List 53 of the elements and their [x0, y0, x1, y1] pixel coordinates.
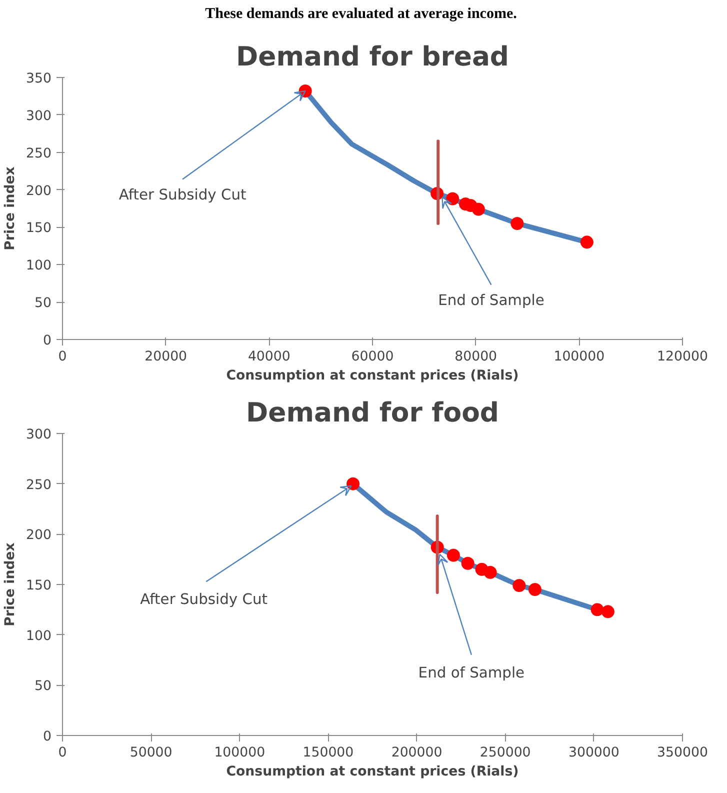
y-tick-label: 50 [34, 296, 52, 312]
x-tick-label: 60000 [351, 350, 394, 364]
y-tick-label: 200 [26, 528, 52, 544]
point [446, 192, 460, 206]
point [510, 216, 524, 230]
point [461, 556, 474, 570]
y-tick-label: 0 [43, 730, 52, 744]
y-tick-label: 0 [43, 334, 52, 348]
y-tick-label: 300 [26, 108, 52, 124]
chart-title: Demand for bread [236, 42, 510, 72]
annotation: End of Sample [418, 664, 525, 682]
x-tick-label: 150000 [302, 746, 354, 760]
chart-title: Demand for food [246, 398, 499, 428]
x-tick-label: 120000 [657, 350, 708, 364]
y-tick-label: 100 [26, 258, 52, 274]
y-tick-label: 200 [26, 184, 52, 199]
y-axis-title: Price index [3, 166, 18, 250]
x-tick-label: 0 [58, 350, 67, 364]
x-tick-label: 50000 [130, 746, 172, 760]
text: These demands are evaluated at average income. [205, 5, 517, 23]
x-tick-label: 250000 [480, 746, 531, 760]
point [446, 548, 460, 562]
x-tick-label: 100000 [214, 746, 266, 760]
y-tick-label: 150 [26, 221, 52, 236]
y-axis-title: Price index [3, 542, 18, 626]
point [590, 603, 604, 616]
point [580, 236, 594, 249]
x-tick-label: 40000 [248, 350, 290, 364]
x-tick-label: 200000 [391, 746, 442, 760]
point [601, 605, 614, 618]
point [346, 477, 360, 490]
annotation: End of Sample [438, 292, 544, 309]
point [528, 583, 542, 596]
x-tick-label: 0 [58, 746, 67, 760]
y-tick-label: 350 [26, 72, 52, 86]
x-tick-label: 20000 [144, 350, 188, 364]
x-axis-title: Consumption at constant prices (Rials) [226, 368, 519, 384]
x-tick-label: 80000 [454, 350, 498, 364]
x-tick-label: 350000 [657, 746, 708, 760]
x-tick-label: 100000 [554, 350, 605, 364]
x-axis-title: Consumption at constant prices (Rials) [226, 764, 519, 780]
y-tick-label: 100 [26, 628, 52, 644]
annotation: After Subsidy Cut [118, 186, 247, 204]
y-tick-label: 300 [26, 428, 52, 442]
point [512, 579, 526, 592]
y-tick-label: 150 [26, 578, 52, 594]
annotation: After Subsidy Cut [140, 591, 268, 608]
x-tick-label: 300000 [568, 746, 620, 760]
y-tick-label: 250 [26, 146, 52, 162]
y-tick-label: 50 [34, 679, 52, 694]
point [484, 566, 497, 579]
y-tick-label: 250 [26, 478, 52, 493]
point [472, 202, 485, 216]
